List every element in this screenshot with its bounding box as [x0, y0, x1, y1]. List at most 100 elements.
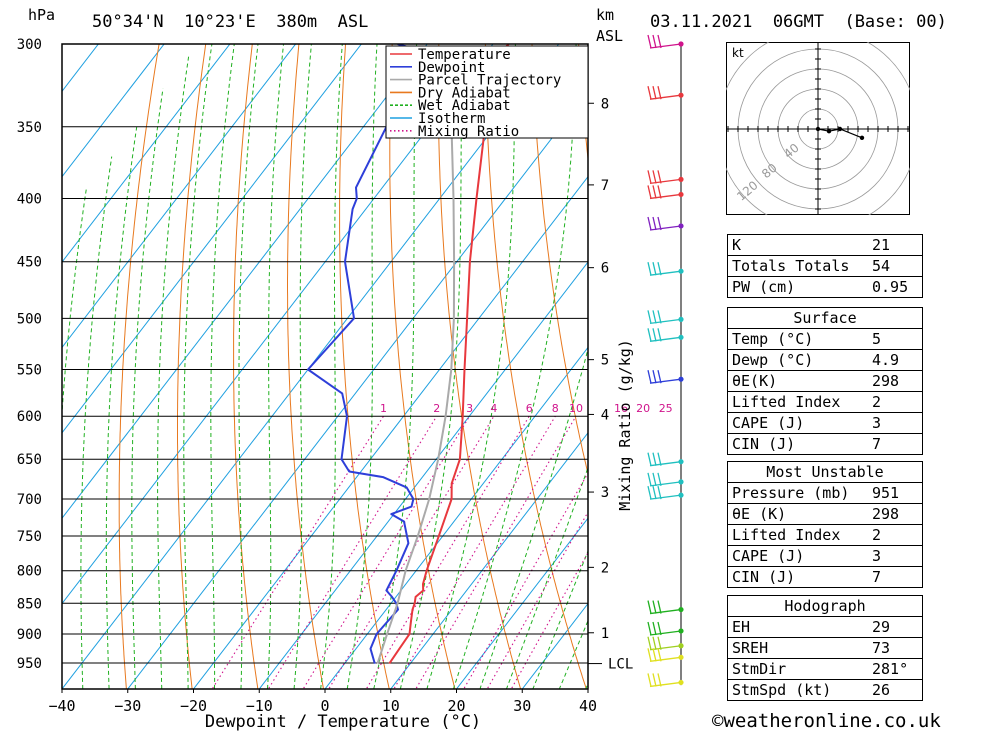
wet-adiabat-line: [452, 44, 577, 689]
most-unstable-label: θE (K): [727, 503, 868, 525]
asl-unit-label: ASL: [596, 27, 624, 45]
most-unstable-value: 298: [868, 503, 923, 525]
wet-adiabat-line: [157, 54, 190, 689]
hodograph-stat-label: StmSpd (kt): [727, 679, 868, 701]
wind-barb-flag: [647, 216, 652, 231]
most-unstable-row: θE (K) 298: [727, 503, 923, 525]
km-label: 1: [601, 626, 609, 642]
wind-level-dot: [678, 492, 684, 498]
wind-level-dot: [678, 643, 684, 649]
wind-barb-flag: [657, 621, 662, 636]
hpa-unit-label: hPa: [28, 6, 56, 24]
wet-adiabat-line: [267, 44, 285, 689]
pressure-label: 800: [17, 564, 42, 580]
mixing-ratio-label: 20: [636, 402, 650, 415]
pressure-label: 350: [17, 120, 42, 136]
wind-barb-flag: [647, 370, 652, 384]
indices-table: K 21 Totals Totals 54 PW (cm) 0.95: [727, 234, 923, 298]
wind-barb-staff: [649, 630, 682, 636]
wind-barb-staff: [649, 193, 682, 200]
wet-adiabat-line: [399, 44, 463, 689]
x-tick-label: 20: [447, 697, 465, 715]
mixing-ratio-line: [510, 551, 588, 689]
index-row: K 21: [727, 234, 923, 256]
mixing-ratio-label: 4: [490, 402, 497, 415]
wind-level-dot: [678, 268, 684, 274]
hodograph-stat-value: 26: [868, 679, 923, 701]
wind-level-dot: [678, 92, 684, 98]
wind-barb-flag: [657, 328, 662, 342]
isotherm-line: [324, 346, 588, 689]
isotherm-line: [62, 44, 100, 93]
wind-barb-flag: [657, 486, 662, 500]
lcl-label: LCL: [608, 657, 633, 673]
index-label: PW (cm): [727, 276, 868, 298]
wind-barb-flag: [657, 452, 662, 466]
mixing-ratio-line: [365, 415, 530, 689]
wind-barb-flag: [657, 673, 662, 687]
most-unstable-value: 2: [868, 524, 923, 546]
wind-barb-flag: [647, 486, 652, 500]
wind-barb-flag: [657, 262, 662, 276]
pressure-label: 700: [17, 492, 42, 508]
wind-barb-staff: [649, 656, 682, 662]
wind-barb-staff: [649, 378, 682, 384]
wind-barb-flag: [652, 648, 657, 662]
wind-barb-flag: [657, 370, 662, 384]
wind-barb-staff: [649, 494, 682, 500]
wind-barb-flag: [647, 636, 652, 650]
surface-label: θE(K): [727, 370, 868, 392]
wind-barb-flag: [652, 486, 657, 500]
hodograph-stat-row: StmSpd (kt) 26: [727, 679, 923, 701]
mixing-ratio-label: 6: [526, 402, 533, 415]
wind-barb-staff: [649, 645, 682, 651]
dry-adiabat-line: [578, 44, 588, 163]
wind-barb-flag: [652, 636, 657, 650]
surface-row: CAPE (J) 3: [727, 412, 923, 434]
mixing-ratio-line: [393, 415, 556, 689]
x-tick-label: −20: [180, 697, 207, 715]
isotherm-line: [62, 44, 165, 178]
legend-label: Wet Adiabat: [418, 98, 511, 114]
wet-adiabat-line: [346, 44, 378, 689]
hodograph-stat-value: 73: [868, 637, 923, 659]
legend-label: Dewpoint: [418, 60, 485, 76]
surface-value: 4.9: [868, 349, 923, 371]
surface-title: Surface: [727, 307, 923, 329]
index-value: 21: [868, 234, 923, 256]
dry-adiabat-line: [484, 44, 587, 689]
most-unstable-row: CAPE (J) 3: [727, 545, 923, 567]
x-tick-label: 30: [513, 697, 531, 715]
x-tick-label: 0: [320, 697, 329, 715]
wind-barb-flag: [652, 621, 657, 636]
surface-title-row: Surface: [727, 307, 923, 329]
x-tick-label: 10: [382, 697, 400, 715]
legend-box: [385, 45, 589, 139]
hodograph-unit-label: kt: [732, 46, 744, 60]
wind-barb-staff: [649, 318, 682, 325]
hodograph-stat-title: Hodograph: [727, 595, 923, 617]
most-unstable-row: Pressure (mb) 951: [727, 482, 923, 504]
wind-barb-flag: [647, 310, 652, 324]
wind-level-dot: [678, 628, 684, 634]
most-unstable-label: CAPE (J): [727, 545, 868, 567]
datetime-title: 03.11.2021 06GMT (Base: 00): [650, 12, 947, 32]
mixing-ratio-label: 3: [466, 402, 473, 415]
wind-barb-flag: [647, 170, 652, 184]
surface-label: CIN (J): [727, 433, 868, 455]
wind-level-dot: [678, 459, 684, 465]
wind-level-dot: [678, 334, 684, 340]
hodograph-stat-row: StmDir 281°: [727, 658, 923, 680]
wind-level-dot: [678, 606, 684, 613]
parcel-trajectory-profile-line: [376, 52, 456, 664]
most-unstable-table: Most Unstable Pressure (mb) 951 θE (K) 298 Li…: [727, 461, 923, 588]
isotherm-line: [455, 517, 588, 689]
wind-barb-flag: [652, 86, 657, 100]
surface-value: 7: [868, 433, 923, 455]
wind-barb-staff: [649, 270, 682, 276]
surface-value: 298: [868, 370, 923, 392]
pressure-label: 900: [17, 627, 42, 643]
wet-adiabat-line: [505, 466, 588, 689]
wind-barb-flag: [657, 472, 662, 487]
